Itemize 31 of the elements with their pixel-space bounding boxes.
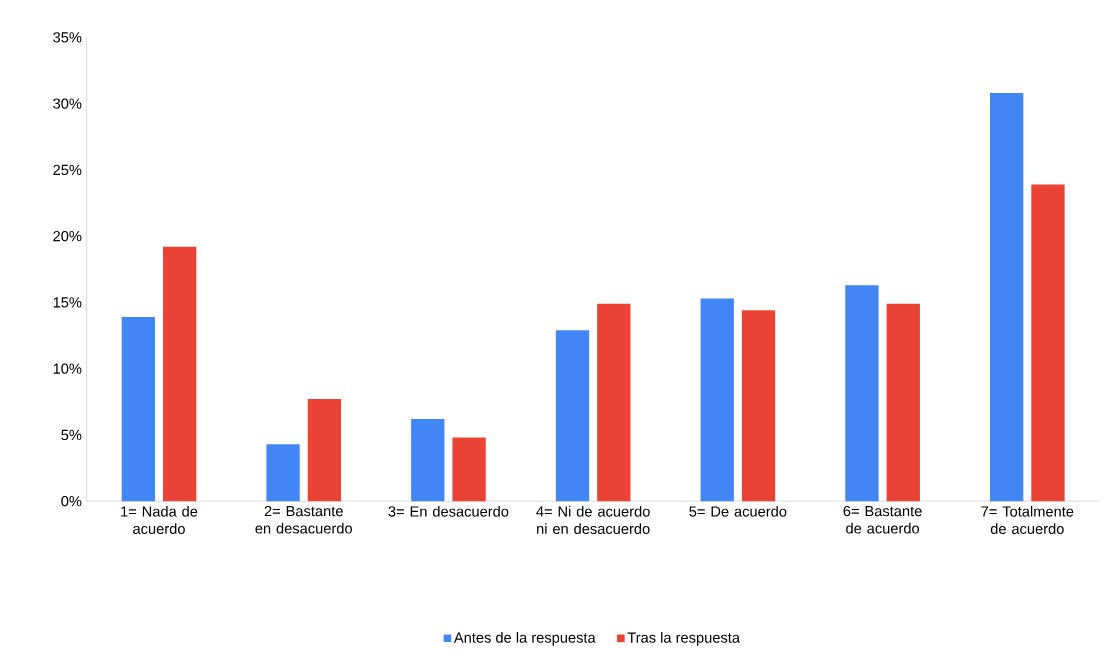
legend-label: Tras la respuesta (627, 632, 740, 646)
bar (845, 285, 879, 502)
y-tick-label: 15% (53, 297, 82, 308)
x-tick-label: 4= Ni de acuerdo ni en desacuerdo (536, 505, 650, 534)
y-tick-label: 25% (53, 164, 82, 176)
x-tick-label: 7= Totalmente de acuerdo (981, 505, 1074, 534)
y-tick-label: 0% (61, 496, 82, 507)
bar (307, 399, 342, 502)
y-tick-label: 30% (53, 98, 82, 109)
bar (452, 437, 486, 502)
bar (886, 303, 920, 502)
bar (121, 316, 156, 502)
bar (989, 92, 1024, 502)
y-tick-label: 10% (53, 363, 82, 374)
y-tick-label: 35% (53, 32, 82, 43)
x-tick-label: 1= Nada de acuerdo (121, 505, 198, 534)
bar (163, 246, 197, 502)
y-tick-label: 5% (61, 429, 82, 441)
x-tick-label: 3= En desacuerdo (388, 505, 509, 517)
y-tick-label: 20% (53, 230, 82, 242)
bar (1031, 184, 1065, 502)
bar (411, 419, 445, 502)
bar (741, 310, 776, 502)
x-tick-label: 5= De acuerdo (689, 505, 787, 517)
bar (700, 298, 734, 502)
bar (597, 303, 631, 502)
bar (555, 330, 590, 502)
x-tick-label: 2= Bastante en desacuerdo (255, 505, 352, 534)
x-tick-label: 6= Bastante de acuerdo (843, 505, 922, 534)
legend-label: Antes de la respuesta (453, 632, 596, 646)
bar (266, 444, 300, 502)
